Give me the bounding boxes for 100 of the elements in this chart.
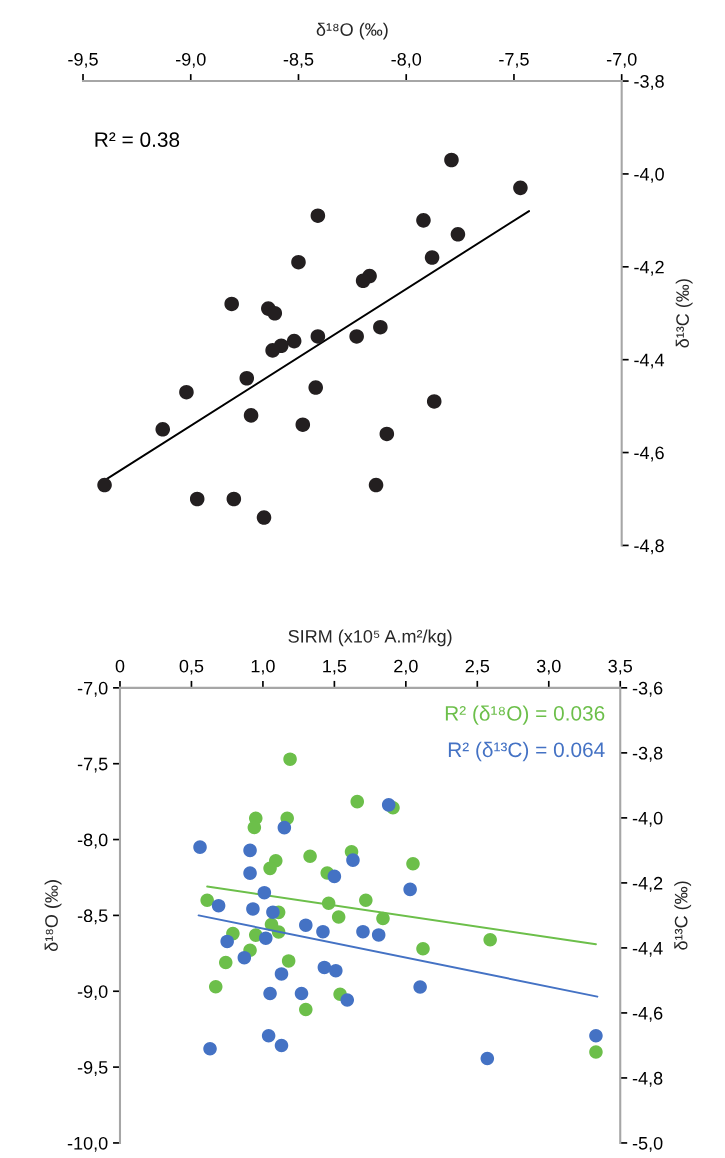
point [483,932,497,947]
point [263,861,277,876]
point [283,752,297,766]
y-tick-label: -9,0 [77,985,108,1001]
x-tick-label: 0 [115,659,125,673]
y-tick-label: -3,8 [634,74,664,90]
point [243,866,257,880]
point [259,931,273,945]
x-tick-label: -7,0 [606,52,637,68]
point [340,993,355,1007]
y-tick-label: -4,4 [634,353,665,369]
point [220,934,234,949]
point [295,417,311,432]
x-axis-title: δ¹⁸O (‰) [316,22,388,40]
point [281,954,296,968]
point [373,319,388,335]
point [200,893,214,907]
point [291,254,306,270]
point [310,208,326,224]
point [424,250,440,265]
point [381,798,396,812]
point [444,152,459,168]
annotation: R² (δ¹⁸O) = 0.036 [445,705,605,725]
point [257,885,272,900]
point [274,1038,289,1053]
y-tick-label: -4,2 [634,260,664,276]
point [379,426,395,442]
point [368,477,384,493]
point [416,942,430,956]
point [193,840,207,854]
y-tick-label: -10,0 [67,1136,108,1152]
point [321,896,336,911]
point [189,491,205,507]
x-tick-label: -8,0 [391,52,422,68]
point [316,924,330,939]
point [349,329,364,344]
point [331,910,346,924]
point [299,1002,313,1017]
point [286,333,302,349]
x-tick-label: 1,0 [251,659,275,675]
x-tick-label: -7,5 [499,53,529,68]
point [261,1028,276,1043]
point [239,370,255,386]
x-axis-title: SIRM (x10⁵ A.m²/kg) [288,629,452,647]
point [277,820,292,835]
point [426,394,442,409]
point [226,491,242,507]
point [208,979,223,994]
point [356,924,370,939]
point [355,273,371,289]
x-tick-label: 3,5 [608,659,633,675]
x-tick-label: 2,0 [394,659,418,675]
point [589,1045,603,1059]
point [246,902,260,916]
x-tick-label: 3,0 [536,659,561,675]
y2-axis-title: δ¹³C (‰) [674,881,692,950]
point [403,882,417,897]
point [256,510,272,525]
point [359,893,373,907]
point [310,329,326,344]
point [247,820,262,835]
y-tick-label: -7,5 [77,757,108,773]
point [243,843,257,858]
point [480,1051,495,1066]
point [237,950,252,965]
point [265,343,280,358]
point [589,1028,603,1043]
point [413,980,427,994]
point [327,869,342,884]
y-tick-label: -7,0 [77,681,108,697]
point [97,477,112,493]
point [224,296,239,312]
y-tick-label: -8,5 [77,909,108,925]
point [155,422,171,437]
y-tick-label: -4,8 [634,539,664,555]
point [243,408,259,423]
point [346,853,360,867]
x-tick-label: 1,5 [323,659,347,675]
point [513,180,528,196]
y-axis-title: δ¹⁸O (‰) [44,880,62,952]
point [218,955,233,970]
point [211,898,226,913]
point [329,963,343,978]
point [350,794,365,809]
y-axis-title: δ¹³C (‰) [675,279,693,348]
x-tick-label: 0,5 [179,659,204,675]
point [203,1041,217,1056]
point [274,967,289,981]
x-tick-label: -8,5 [283,52,314,68]
point [303,849,317,863]
point [299,918,313,932]
y2-tick-label: -5,0 [632,1136,663,1152]
y-tick-label: -4,0 [634,167,664,183]
y-tick-label: -4,6 [634,446,664,462]
point [179,384,194,400]
point [416,213,431,228]
point [308,380,323,395]
x-tick-label: -9,0 [175,52,206,68]
y-tick-label: -9,5 [77,1061,108,1076]
point [371,928,386,942]
